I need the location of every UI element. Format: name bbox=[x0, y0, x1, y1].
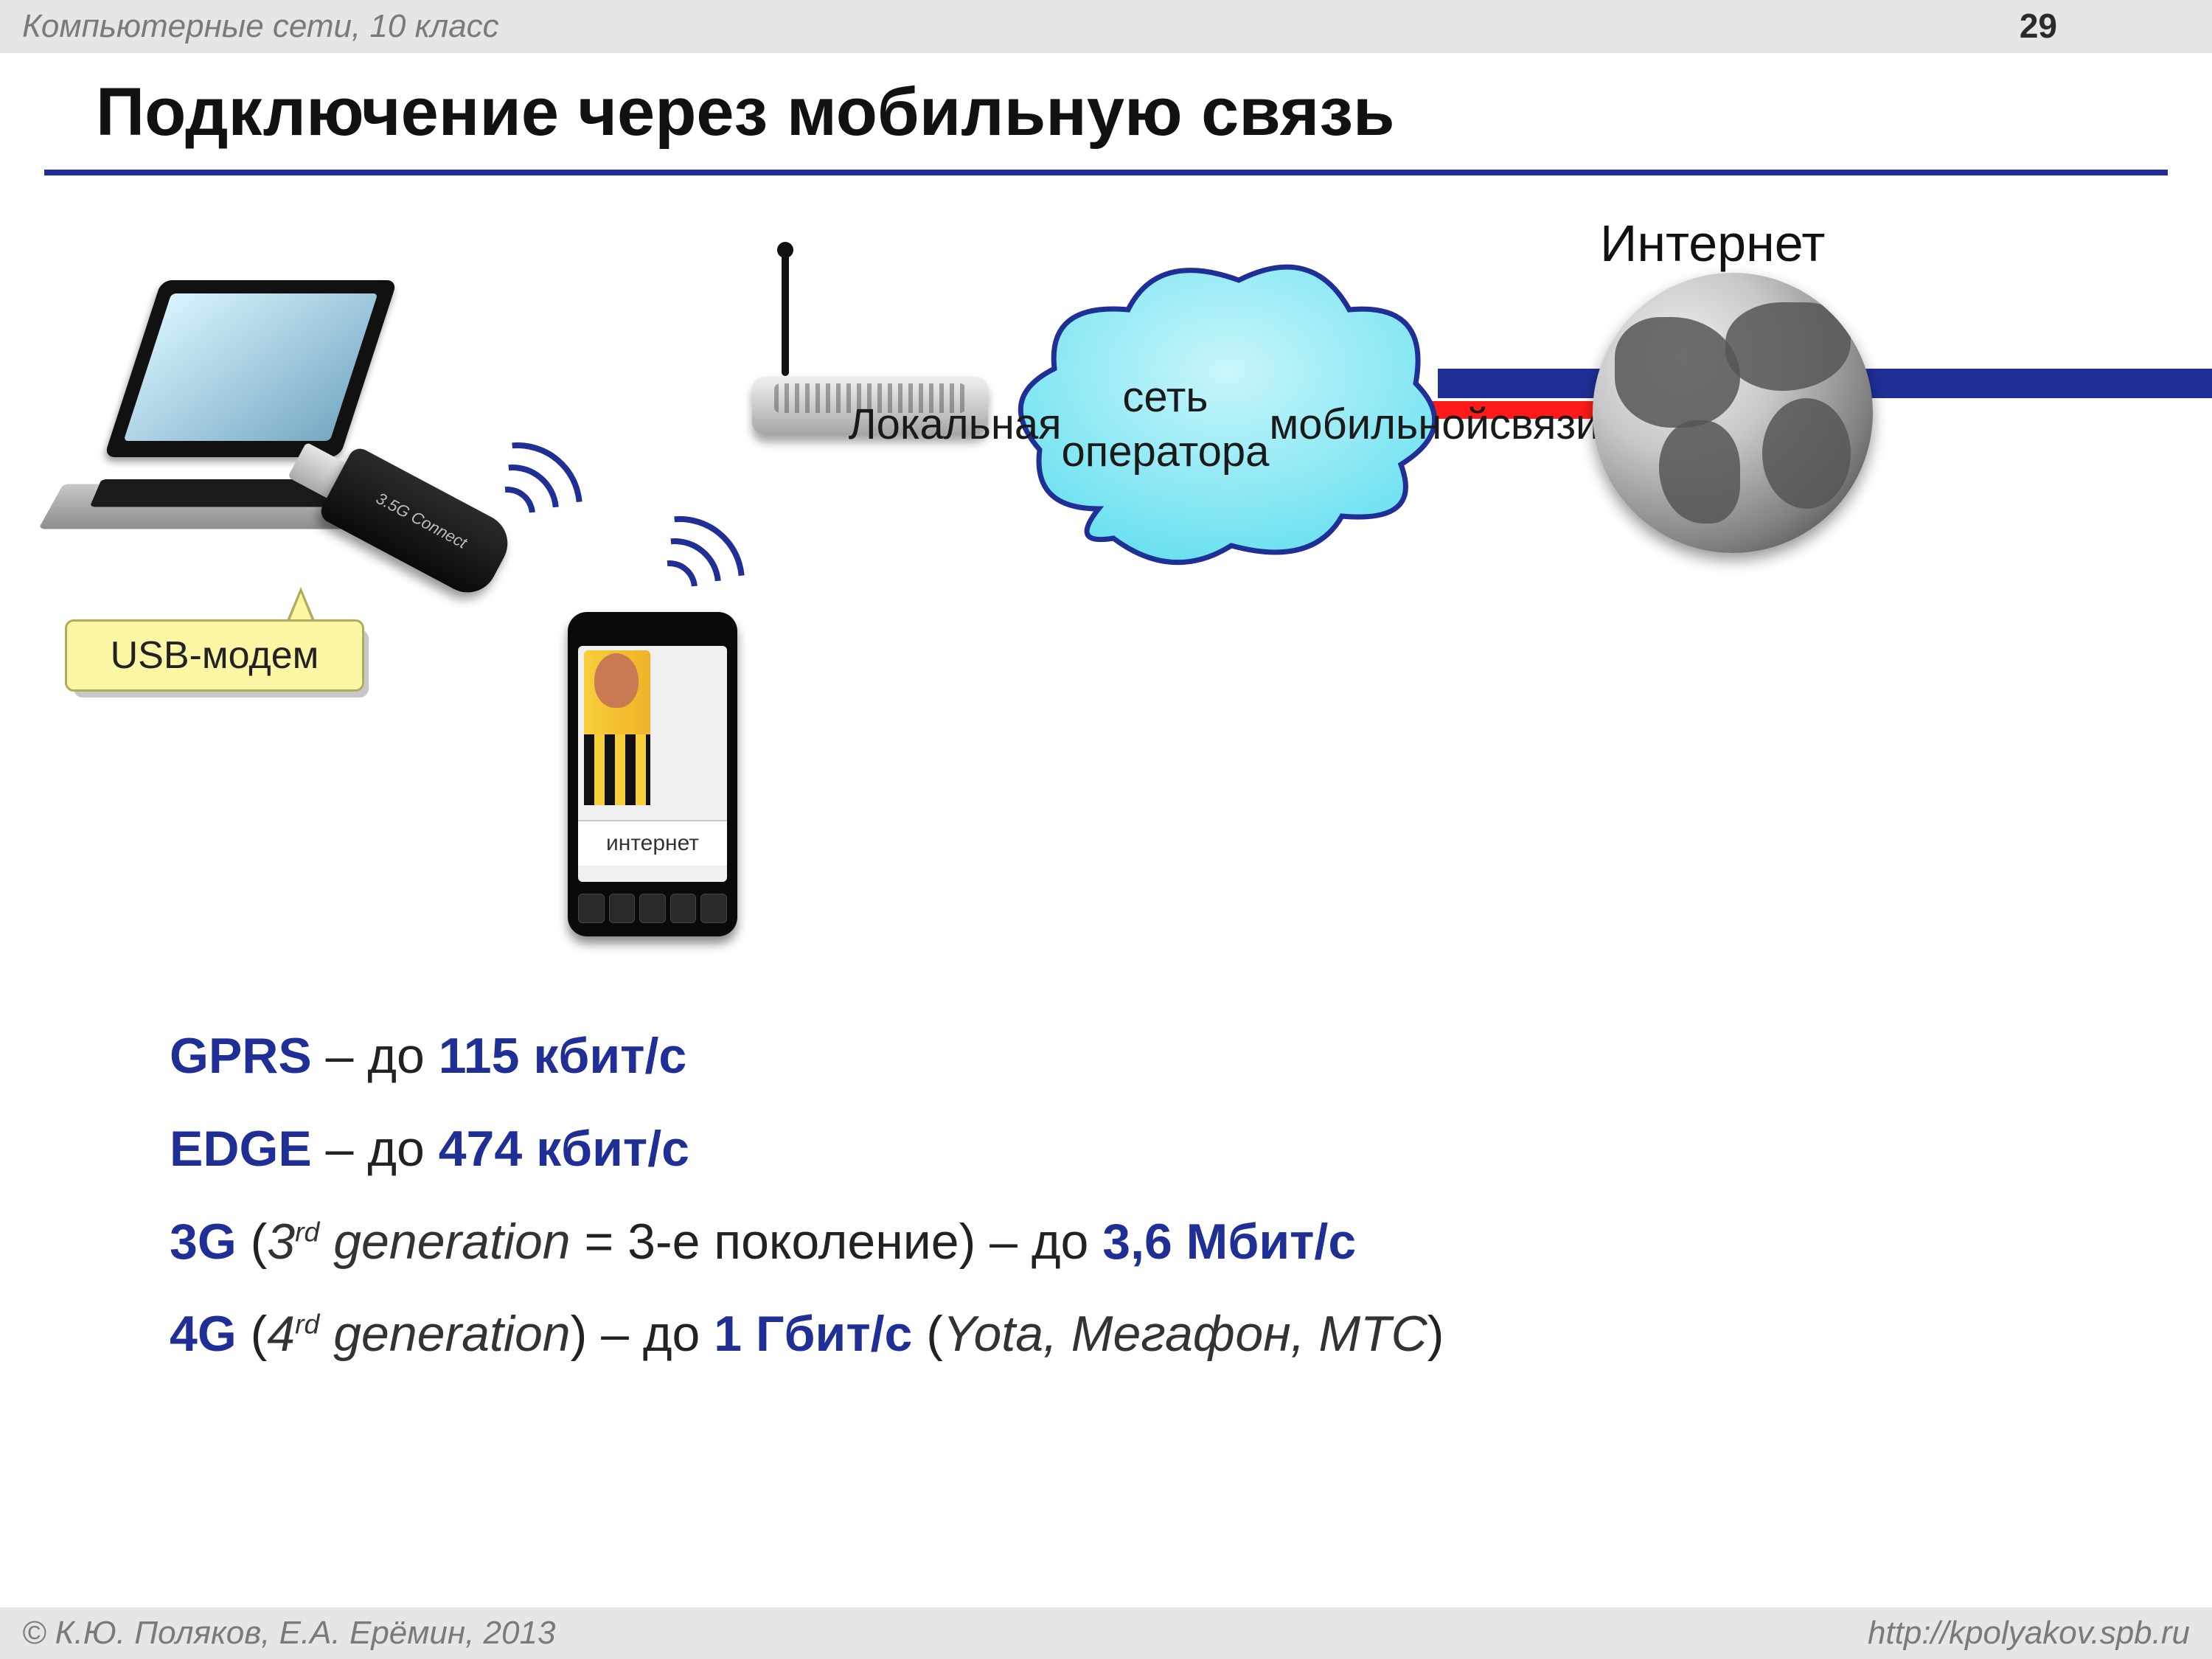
globe-label: Интернет bbox=[1600, 214, 1825, 273]
diagram-area: 3.5G Connect USB-модем интернет bbox=[0, 0, 2212, 1659]
signal-arcs-modem bbox=[450, 428, 597, 575]
speed-item: GPRS – до 115 кбит/с bbox=[170, 1010, 2124, 1103]
smartphone-icon: интернет bbox=[568, 612, 737, 936]
footer-bar: © К.Ю. Поляков, Е.А. Ерёмин, 2013 http:/… bbox=[0, 1607, 2212, 1659]
footer-copyright: © К.Ю. Поляков, Е.А. Ерёмин, 2013 bbox=[22, 1615, 555, 1652]
signal-arcs-phone bbox=[612, 501, 759, 649]
usb-callout-label: USB-модем bbox=[65, 619, 364, 692]
globe-icon bbox=[1593, 273, 1873, 553]
speed-item: EDGE – до 474 кбит/с bbox=[170, 1103, 2124, 1196]
operator-cloud: Локальнаясеть операторамобильнойсвязи bbox=[1003, 243, 1445, 582]
footer-url: http://kpolyakov.spb.ru bbox=[1868, 1615, 2190, 1652]
phone-card-text: интернет bbox=[578, 820, 727, 866]
speed-list: GPRS – до 115 кбит/с EDGE – до 474 кбит/… bbox=[170, 1010, 2124, 1381]
speed-item: 3G (3rd generation = 3-е поколение) – до… bbox=[170, 1196, 2124, 1289]
usb-callout: USB-модем bbox=[65, 619, 360, 687]
speed-item: 4G (4rd generation) – до 1 Гбит/с (Yota,… bbox=[170, 1288, 2124, 1381]
cloud-text: Локальнаясеть операторамобильнойсвязи bbox=[1003, 243, 1445, 582]
